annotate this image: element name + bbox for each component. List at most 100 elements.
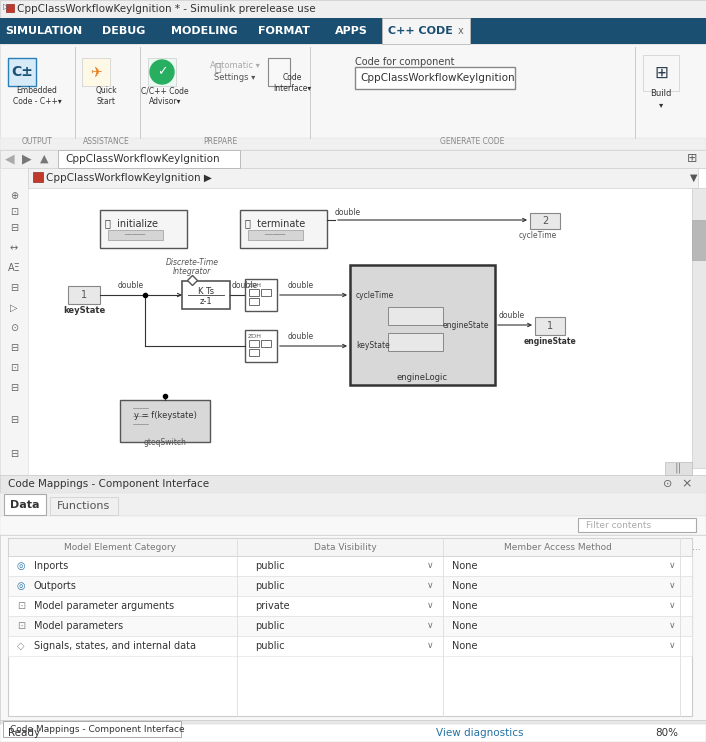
Text: DEBUG: DEBUG <box>102 26 145 36</box>
Text: Model parameter arguments: Model parameter arguments <box>34 601 174 611</box>
Text: ⊡: ⊡ <box>17 601 25 611</box>
Bar <box>82 58 110 86</box>
Bar <box>388 307 443 325</box>
Text: None: None <box>452 641 477 651</box>
Text: ▶: ▶ <box>22 153 32 165</box>
Text: ◎: ◎ <box>17 561 25 571</box>
Bar <box>268 58 290 86</box>
Text: Signals, states, and internal data: Signals, states, and internal data <box>34 641 196 651</box>
Text: ∨: ∨ <box>426 582 433 591</box>
Text: ∨: ∨ <box>669 642 676 651</box>
Bar <box>248 230 303 240</box>
Text: gteqSwitch: gteqSwitch <box>143 438 186 447</box>
Text: Settings ▾: Settings ▾ <box>215 73 256 82</box>
Bar <box>692 220 706 260</box>
Bar <box>261 340 271 347</box>
Text: engineState: engineState <box>524 337 576 346</box>
Text: ⊡: ⊡ <box>10 207 18 217</box>
Bar <box>245 279 277 311</box>
Text: Integrator: Integrator <box>173 267 211 276</box>
Text: double: double <box>335 208 361 217</box>
Bar <box>68 286 100 304</box>
Text: ZOH: ZOH <box>248 283 262 288</box>
Bar <box>0 168 28 475</box>
Text: z-1: z-1 <box>200 298 213 306</box>
Text: ↔: ↔ <box>10 243 18 253</box>
Bar <box>530 213 560 229</box>
Text: ⊟: ⊟ <box>10 449 18 459</box>
Text: Member Access Method: Member Access Method <box>504 542 612 551</box>
Text: ▷: ▷ <box>3 2 9 11</box>
Text: CppClassWorkflowKeyIgnition: CppClassWorkflowKeyIgnition <box>360 73 515 83</box>
Bar <box>28 168 698 188</box>
Text: Quick
Start: Quick Start <box>95 86 116 105</box>
Text: engineLogic: engineLogic <box>397 372 448 381</box>
Text: private: private <box>255 601 289 611</box>
Text: x: x <box>458 26 464 36</box>
Bar <box>388 333 443 351</box>
Bar <box>33 172 43 182</box>
Text: public: public <box>255 561 285 571</box>
Bar <box>0 18 706 44</box>
Text: ∨: ∨ <box>669 582 676 591</box>
Text: 1: 1 <box>547 321 553 331</box>
Text: GENERATE CODE: GENERATE CODE <box>440 137 504 145</box>
Bar <box>8 616 692 636</box>
Text: ✈: ✈ <box>90 65 102 79</box>
Bar <box>8 576 692 596</box>
Bar <box>0 720 706 738</box>
Text: engineState: engineState <box>443 321 489 329</box>
Text: Outports: Outports <box>34 581 77 591</box>
Bar <box>0 138 706 150</box>
Text: ◇: ◇ <box>17 641 25 651</box>
Text: ∨: ∨ <box>669 622 676 631</box>
Bar <box>148 58 176 86</box>
Text: ∨: ∨ <box>426 602 433 611</box>
Text: C/C++ Code
Advisor▾: C/C++ Code Advisor▾ <box>141 86 189 105</box>
Text: 2: 2 <box>542 216 548 226</box>
Text: 80%: 80% <box>655 728 678 738</box>
Text: Embedded
Code - C++▾: Embedded Code - C++▾ <box>13 86 61 105</box>
Bar <box>0 535 706 720</box>
Bar <box>8 538 692 716</box>
Bar <box>182 281 230 309</box>
Bar <box>692 188 706 468</box>
Bar <box>8 538 692 556</box>
Text: Model Element Category: Model Element Category <box>64 542 176 551</box>
Text: Inports: Inports <box>34 561 68 571</box>
Text: double: double <box>499 311 525 320</box>
Text: CppClassWorkflowKeyIgnition: CppClassWorkflowKeyIgnition <box>65 154 220 164</box>
Text: double: double <box>288 281 314 290</box>
Text: ⏻  initialize: ⏻ initialize <box>105 218 158 228</box>
Bar <box>8 596 692 616</box>
Bar <box>50 497 118 515</box>
Text: public: public <box>255 641 285 651</box>
Bar <box>3 721 181 737</box>
Bar <box>261 289 271 296</box>
Bar <box>245 330 277 362</box>
Text: ▼: ▼ <box>690 173 698 183</box>
Text: ⊕: ⊕ <box>10 191 18 201</box>
Text: Code for component: Code for component <box>355 57 455 67</box>
Text: Data: Data <box>11 499 40 510</box>
Text: Model parameters: Model parameters <box>34 621 123 631</box>
Text: OUTPUT: OUTPUT <box>22 137 52 145</box>
Text: C±: C± <box>11 65 33 79</box>
Bar <box>535 317 565 335</box>
Bar <box>0 44 706 150</box>
Text: MODELING: MODELING <box>171 26 237 36</box>
Text: ZOH: ZOH <box>248 334 262 339</box>
Bar <box>8 556 692 576</box>
Text: Functions: Functions <box>57 501 111 511</box>
Bar <box>4 494 46 515</box>
Bar <box>249 289 259 296</box>
Bar <box>0 0 706 18</box>
Text: keyState: keyState <box>356 341 390 350</box>
Text: AΞ: AΞ <box>8 263 20 273</box>
Bar <box>0 150 706 168</box>
Text: y = f(keystate): y = f(keystate) <box>133 410 196 419</box>
Text: Code
Interface▾: Code Interface▾ <box>273 73 311 93</box>
Text: ∨: ∨ <box>669 602 676 611</box>
Text: ◀: ◀ <box>5 153 15 165</box>
Bar <box>382 18 470 44</box>
